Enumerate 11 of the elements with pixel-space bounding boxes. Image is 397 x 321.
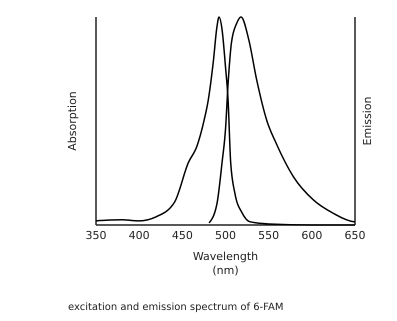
- y2-axis-title: Emission: [361, 96, 374, 146]
- x-tick-label: 450: [172, 228, 193, 242]
- x-tick-label: 400: [128, 228, 150, 242]
- x-tick-label: 650: [344, 228, 366, 242]
- x-tick-label: 600: [301, 228, 322, 242]
- text: excitation and emission spectrum of 6-FAM: [68, 302, 284, 313]
- x-tick-label: 550: [258, 228, 280, 242]
- x-tick-label: 350: [86, 228, 106, 242]
- y-axis-title: Absorption: [66, 91, 79, 151]
- x-tick-label: 500: [215, 228, 236, 242]
- x-axis-title: Wavelength (nm): [192, 250, 258, 277]
